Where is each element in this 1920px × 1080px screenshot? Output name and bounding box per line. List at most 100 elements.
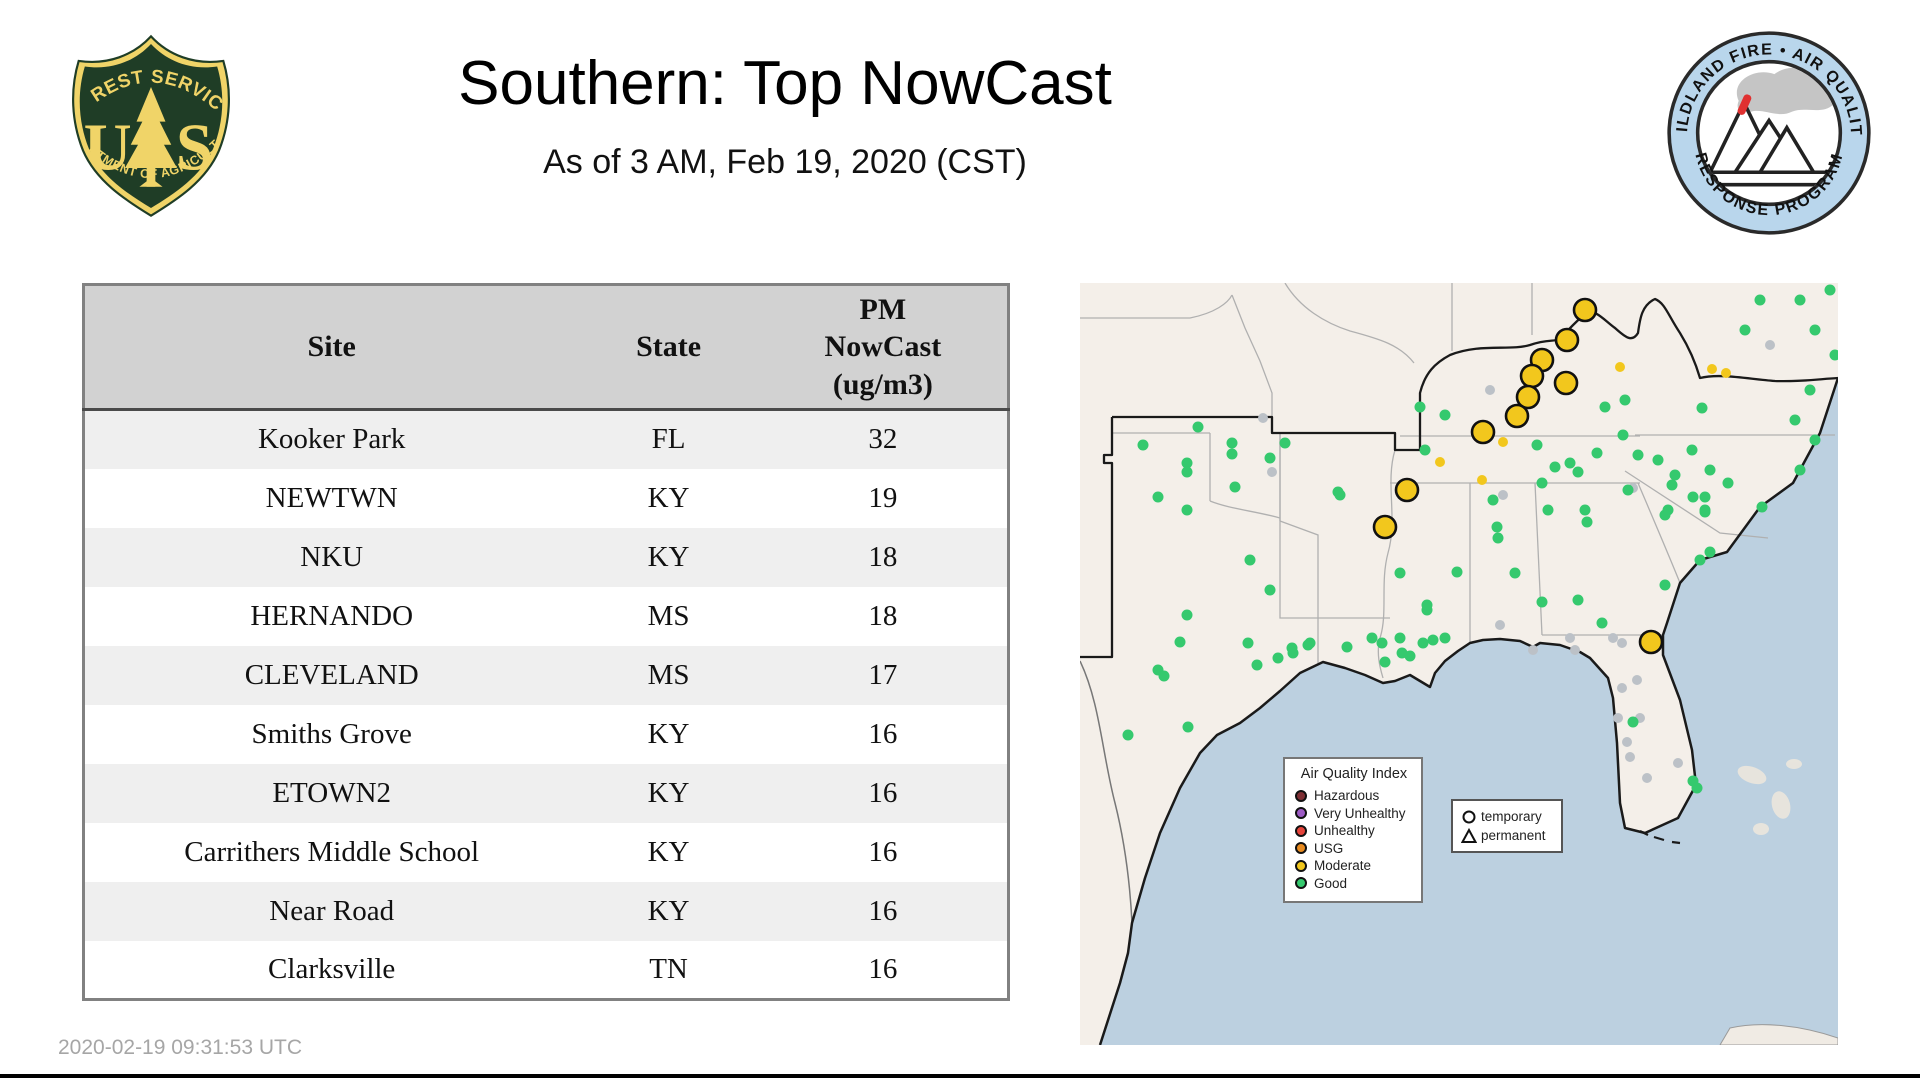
monitor-dot-good	[1669, 469, 1681, 481]
aqi-color-swatch	[1295, 877, 1307, 889]
monitor-dot-good	[1439, 632, 1451, 644]
state-cell: KY	[578, 527, 759, 587]
table-row: Clarksville TN 16	[83, 940, 1009, 1000]
monitor-dot-nodata	[1613, 713, 1623, 723]
table-row: Near Road KY 16	[83, 881, 1009, 941]
site-cell: Smiths Grove	[83, 704, 579, 764]
monitor-dot-good	[1181, 609, 1193, 621]
monitor-dot-good	[1824, 284, 1836, 296]
fs-letter-u: U	[84, 111, 132, 184]
column-header-state: State	[578, 284, 759, 411]
aqi-legend-item: Moderate	[1295, 858, 1413, 873]
aqi-color-swatch	[1295, 842, 1307, 854]
pm-value-cell: 16	[758, 704, 1009, 764]
pm-value-cell: 17	[758, 645, 1009, 705]
florida-keys	[1639, 830, 1681, 845]
monitor-dot-good	[1137, 439, 1149, 451]
monitor-dot-good	[1754, 294, 1766, 306]
permanent-label: permanent	[1481, 828, 1546, 843]
site-cell: HERNANDO	[83, 586, 579, 646]
monitor-dot-nodata	[1528, 645, 1538, 655]
monitor-dot-good	[1627, 716, 1639, 728]
wfaqrp-circle-icon: WILDLAND FIRE • AIR QUALITY RESPONSE PRO…	[1654, 12, 1871, 235]
flame-icon	[1737, 94, 1752, 115]
monitor-dot-good	[1696, 402, 1708, 414]
aqi-item-label: Moderate	[1314, 858, 1372, 873]
table-row: NKU KY 18	[83, 527, 1009, 587]
monitor-dot-good	[1487, 494, 1499, 506]
monitor-dot-nodata	[1608, 633, 1618, 643]
monitor-dot-good	[1804, 384, 1816, 396]
site-cell: ETOWN2	[83, 763, 579, 823]
monitor-dot-good	[1617, 429, 1629, 441]
aqi-color-swatch	[1295, 807, 1307, 819]
aqi-item-label: Unhealthy	[1314, 823, 1375, 838]
monitor-dot-good	[1829, 349, 1838, 361]
state-cell: FL	[578, 409, 759, 469]
aqi-item-label: Good	[1314, 875, 1348, 891]
site-cell: Carrithers Middle School	[83, 822, 579, 882]
monitor-dot-good	[1279, 437, 1291, 449]
monitor-dot-nodata	[1258, 413, 1268, 423]
monitor-dot-good	[1451, 566, 1463, 578]
monitor-dot-good	[1404, 650, 1416, 662]
monitor-dot-good	[1659, 509, 1671, 521]
pm-value-cell: 18	[758, 586, 1009, 646]
pm-value-cell: 16	[758, 763, 1009, 823]
forest-service-logo: FOREST SERVICE U S DEPARTMENT OF AGRICUL…	[57, 15, 240, 220]
monitor-dot-good	[1572, 594, 1584, 606]
title-block: Southern: Top NowCast As of 3 AM, Feb 19…	[0, 0, 1570, 182]
pm-header-line2: NowCast	[824, 330, 942, 364]
monitor-dot-good	[1659, 579, 1671, 591]
aqi-item-label: Very Unhealthy	[1314, 805, 1406, 821]
monitor-dot-good	[1417, 637, 1429, 649]
pm-header-line3: (ug/m3)	[832, 367, 933, 401]
monitor-dot-nodata	[1495, 620, 1505, 630]
monitor-map: Air Quality Index Hazardous Very Unhealth…	[1080, 283, 1838, 1045]
monitor-dot-good	[1304, 637, 1316, 649]
monitor-type-legend: temporary permanent	[1451, 799, 1563, 853]
top-site-marker	[1554, 327, 1580, 353]
monitor-dot-good	[1509, 567, 1521, 579]
monitor-dot-good	[1694, 554, 1706, 566]
site-cell: Near Road	[83, 881, 579, 941]
monitor-dot-good	[1789, 414, 1801, 426]
moderate-marker-group	[1435, 362, 1731, 485]
pm-header-line1: PM	[859, 292, 907, 326]
monitor-dot-good	[1366, 632, 1378, 644]
monitor-dot-nodata	[1642, 773, 1652, 783]
top-site-marker	[1638, 629, 1664, 655]
aqi-color-swatch	[1295, 789, 1307, 802]
site-cell: Clarksville	[83, 940, 579, 1000]
monitor-dot-good	[1622, 484, 1634, 496]
monitor-dot-nodata	[1565, 633, 1575, 643]
monitor-dot-good	[1427, 634, 1439, 646]
rio-grande-border	[1080, 660, 1133, 924]
monitor-dot-good	[1536, 596, 1548, 608]
monitor-dot-good	[1491, 521, 1503, 533]
pm-value-cell: 32	[758, 409, 1009, 469]
top-site-marker	[1470, 419, 1496, 445]
good-marker-group	[1122, 284, 1838, 794]
monitor-dot-good	[1809, 434, 1821, 446]
monitor-dot-nodata	[1617, 638, 1627, 648]
aqi-color-swatch	[1295, 824, 1307, 837]
monitor-dot-good	[1244, 554, 1256, 566]
monitor-dot-good	[1492, 532, 1504, 544]
monitor-dot-good	[1122, 729, 1134, 741]
fs-letter-s: S	[176, 111, 213, 184]
top-site-marker-group	[1372, 297, 1664, 655]
monitor-dot-nodata	[1617, 683, 1627, 693]
monitor-dot-good	[1264, 584, 1276, 596]
monitor-dot-good	[1421, 599, 1433, 611]
monitor-dot-good	[1564, 457, 1576, 469]
monitor-dot-good	[1181, 457, 1193, 469]
monitor-dot-good	[1809, 324, 1821, 336]
aqi-legend-title: Air Quality Index	[1300, 766, 1408, 782]
monitor-dot-good	[1704, 546, 1716, 558]
aqi-legend-item: Very Unhealthy	[1295, 806, 1413, 821]
map-canvas	[1080, 283, 1838, 1045]
monitor-dot-moderate	[1477, 475, 1487, 485]
monitor-dot-good	[1536, 477, 1548, 489]
monitor-dot-nodata	[1267, 467, 1277, 477]
